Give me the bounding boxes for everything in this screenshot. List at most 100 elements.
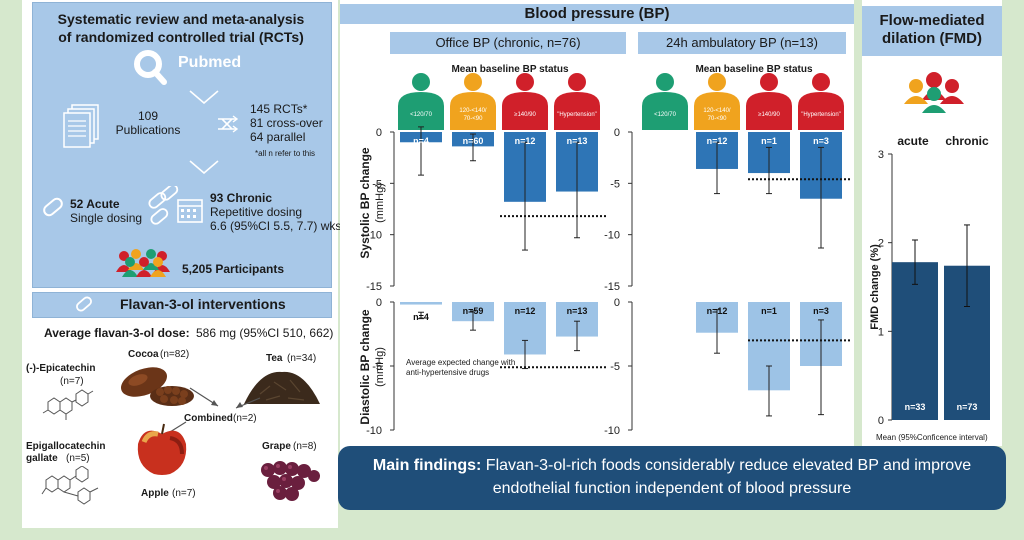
n-label-ambulatory-diastolic-2: n=1 xyxy=(761,306,777,316)
main-findings-box xyxy=(338,446,1006,510)
fmd-n-label-acute: n=33 xyxy=(905,402,926,412)
dose-value: 586 mg (95%CI 510, 662) xyxy=(196,326,334,340)
fmd-chart-svg: 0 1 2 3 n=33 n=73 xyxy=(878,149,990,427)
dose-label: Average flavan-3-ol dose: xyxy=(44,326,190,340)
ytick-label-office-systolic: -10 xyxy=(366,230,382,242)
cocoa-image xyxy=(121,367,194,406)
n-label-office-systolic-1: n=60 xyxy=(463,136,484,146)
n-label-office-diastolic-0: n=4 xyxy=(413,312,429,322)
ytick-label-office-systolic: -15 xyxy=(366,281,382,293)
bar-office-diastolic-0 xyxy=(400,302,442,305)
n-label-office-systolic-0: n=4 xyxy=(413,136,429,146)
apple-label: Apple xyxy=(141,488,169,499)
egcg-label2: gallate xyxy=(26,453,58,464)
tea-n: (n=34) xyxy=(287,353,317,364)
rcts-count: 145 RCTs* xyxy=(250,102,308,116)
n-label-office-diastolic-2: n=12 xyxy=(515,306,536,316)
apple-image xyxy=(137,423,187,475)
fmd-col-acute: acute xyxy=(897,134,929,148)
ytick-label-office-diastolic: -5 xyxy=(372,361,382,373)
n-label-ambulatory-systolic-1: n=12 xyxy=(707,136,728,146)
status-title-ambulatory: Mean baseline BP status xyxy=(695,64,813,75)
fmd-footnote: Mean (95%Conficence interval) xyxy=(876,433,988,442)
category-label-ambulatory-0: <120/70 xyxy=(654,112,677,118)
category-label-office-1: 120-<140/ xyxy=(459,108,487,114)
apple-n: (n=7) xyxy=(172,488,196,499)
n-label-ambulatory-systolic-2: n=1 xyxy=(761,136,777,146)
pill-small-icon xyxy=(76,296,92,312)
grape-label: Grape xyxy=(262,441,291,452)
category-label-office-1: 70-<90 xyxy=(464,116,484,122)
fmd-title: Flow-mediated dilation (FMD) xyxy=(862,6,1002,56)
combined-arrows xyxy=(169,387,261,433)
status-title-office: Mean baseline BP status xyxy=(451,64,569,75)
pill-icon xyxy=(43,197,63,217)
ytick-label-office-diastolic: -10 xyxy=(366,425,382,437)
grape-n: (n=8) xyxy=(293,441,317,452)
egcg-n: (n=5) xyxy=(66,453,90,464)
combined-label: Combined xyxy=(184,413,233,424)
fmd-ytick-label: 1 xyxy=(878,326,884,338)
chronic-sub1: Repetitive dosing xyxy=(210,205,303,219)
n-label-office-diastolic-3: n=13 xyxy=(567,306,588,316)
tea-image xyxy=(244,371,320,404)
person-body-ambulatory-2 xyxy=(746,92,792,130)
ytick-label-ambulatory-systolic: 0 xyxy=(614,127,620,139)
person-head-office-1 xyxy=(464,73,482,91)
person-head-office-2 xyxy=(516,73,534,91)
review-title: Systematic review and meta-analysis of r… xyxy=(57,11,305,45)
combined-n: (n=2) xyxy=(233,413,257,424)
n-label-office-systolic-3: n=13 xyxy=(567,136,588,146)
person-head-office-0 xyxy=(412,73,430,91)
cocoa-n: (n=82) xyxy=(160,349,190,360)
n-label-ambulatory-diastolic-1: n=12 xyxy=(707,306,728,316)
n-label-ambulatory-diastolic-3: n=3 xyxy=(813,306,829,316)
chronic-title: 93 Chronic xyxy=(210,191,273,205)
funnel-arrow-2 xyxy=(189,160,219,174)
fmd-people-icon xyxy=(904,72,964,113)
person-head-ambulatory-1 xyxy=(708,73,726,91)
category-label-office-0: <120/70 xyxy=(410,112,433,118)
main-findings-label: Main findings: xyxy=(372,457,482,474)
n-label-office-diastolic-1: n=59 xyxy=(463,306,484,316)
category-label-office-3: "Hypertension" xyxy=(557,112,597,118)
fmd-n-label-chronic: n=73 xyxy=(957,402,978,412)
pills-calendar-icon xyxy=(148,186,203,225)
crossover-count: 81 cross-over xyxy=(250,116,323,130)
tea-label: Tea xyxy=(266,353,283,364)
ytick-label-ambulatory-systolic: -10 xyxy=(604,230,620,242)
person-body-office-2 xyxy=(502,92,548,130)
chronic-sub2: 6.6 (95%CI 5.5, 7.7) wks xyxy=(210,219,342,233)
person-body-office-3 xyxy=(554,92,600,130)
bp-title: Blood pressure (BP) xyxy=(340,4,854,24)
epicatechin-n: (n=7) xyxy=(60,376,84,387)
ytick-label-office-systolic: 0 xyxy=(376,127,382,139)
fmd-bar-acute xyxy=(892,262,938,420)
fmd-col-chronic: chronic xyxy=(945,134,989,148)
fmd-ytick-label: 2 xyxy=(878,238,884,250)
molecule-icon-2 xyxy=(41,466,99,505)
n-label-ambulatory-systolic-3: n=3 xyxy=(813,136,829,146)
publications-label: Publications xyxy=(115,123,181,137)
ytick-label-ambulatory-systolic: -5 xyxy=(610,178,620,190)
ytick-label-ambulatory-diastolic: -5 xyxy=(610,361,620,373)
person-body-ambulatory-3 xyxy=(798,92,844,130)
category-label-ambulatory-1: 120-<140/ xyxy=(703,108,731,114)
category-label-ambulatory-3: "Hypertension" xyxy=(801,112,841,118)
fmd-ytick-label: 0 xyxy=(878,415,884,427)
main-findings-text: Flavan-3-ol-rich foods considerably redu… xyxy=(485,457,972,497)
funnel-arrow-1 xyxy=(189,90,219,104)
pubmed-icon xyxy=(134,50,167,85)
category-label-ambulatory-1: 70-<90 xyxy=(708,116,728,122)
ytick-label-office-systolic: -5 xyxy=(372,178,382,190)
ytick-label-office-diastolic: 0 xyxy=(376,297,382,309)
category-label-office-2: ≥140/90 xyxy=(514,112,536,118)
person-head-ambulatory-2 xyxy=(760,73,778,91)
person-body-ambulatory-1 xyxy=(694,92,740,130)
egcg-label: Epigallocatechin xyxy=(26,441,106,452)
participants: 5,205 Participants xyxy=(182,262,285,276)
person-head-ambulatory-0 xyxy=(656,73,674,91)
cocoa-label: Cocoa xyxy=(128,349,159,360)
parallel-count: 64 parallel xyxy=(250,130,306,144)
ytick-label-ambulatory-diastolic: -10 xyxy=(604,425,620,437)
